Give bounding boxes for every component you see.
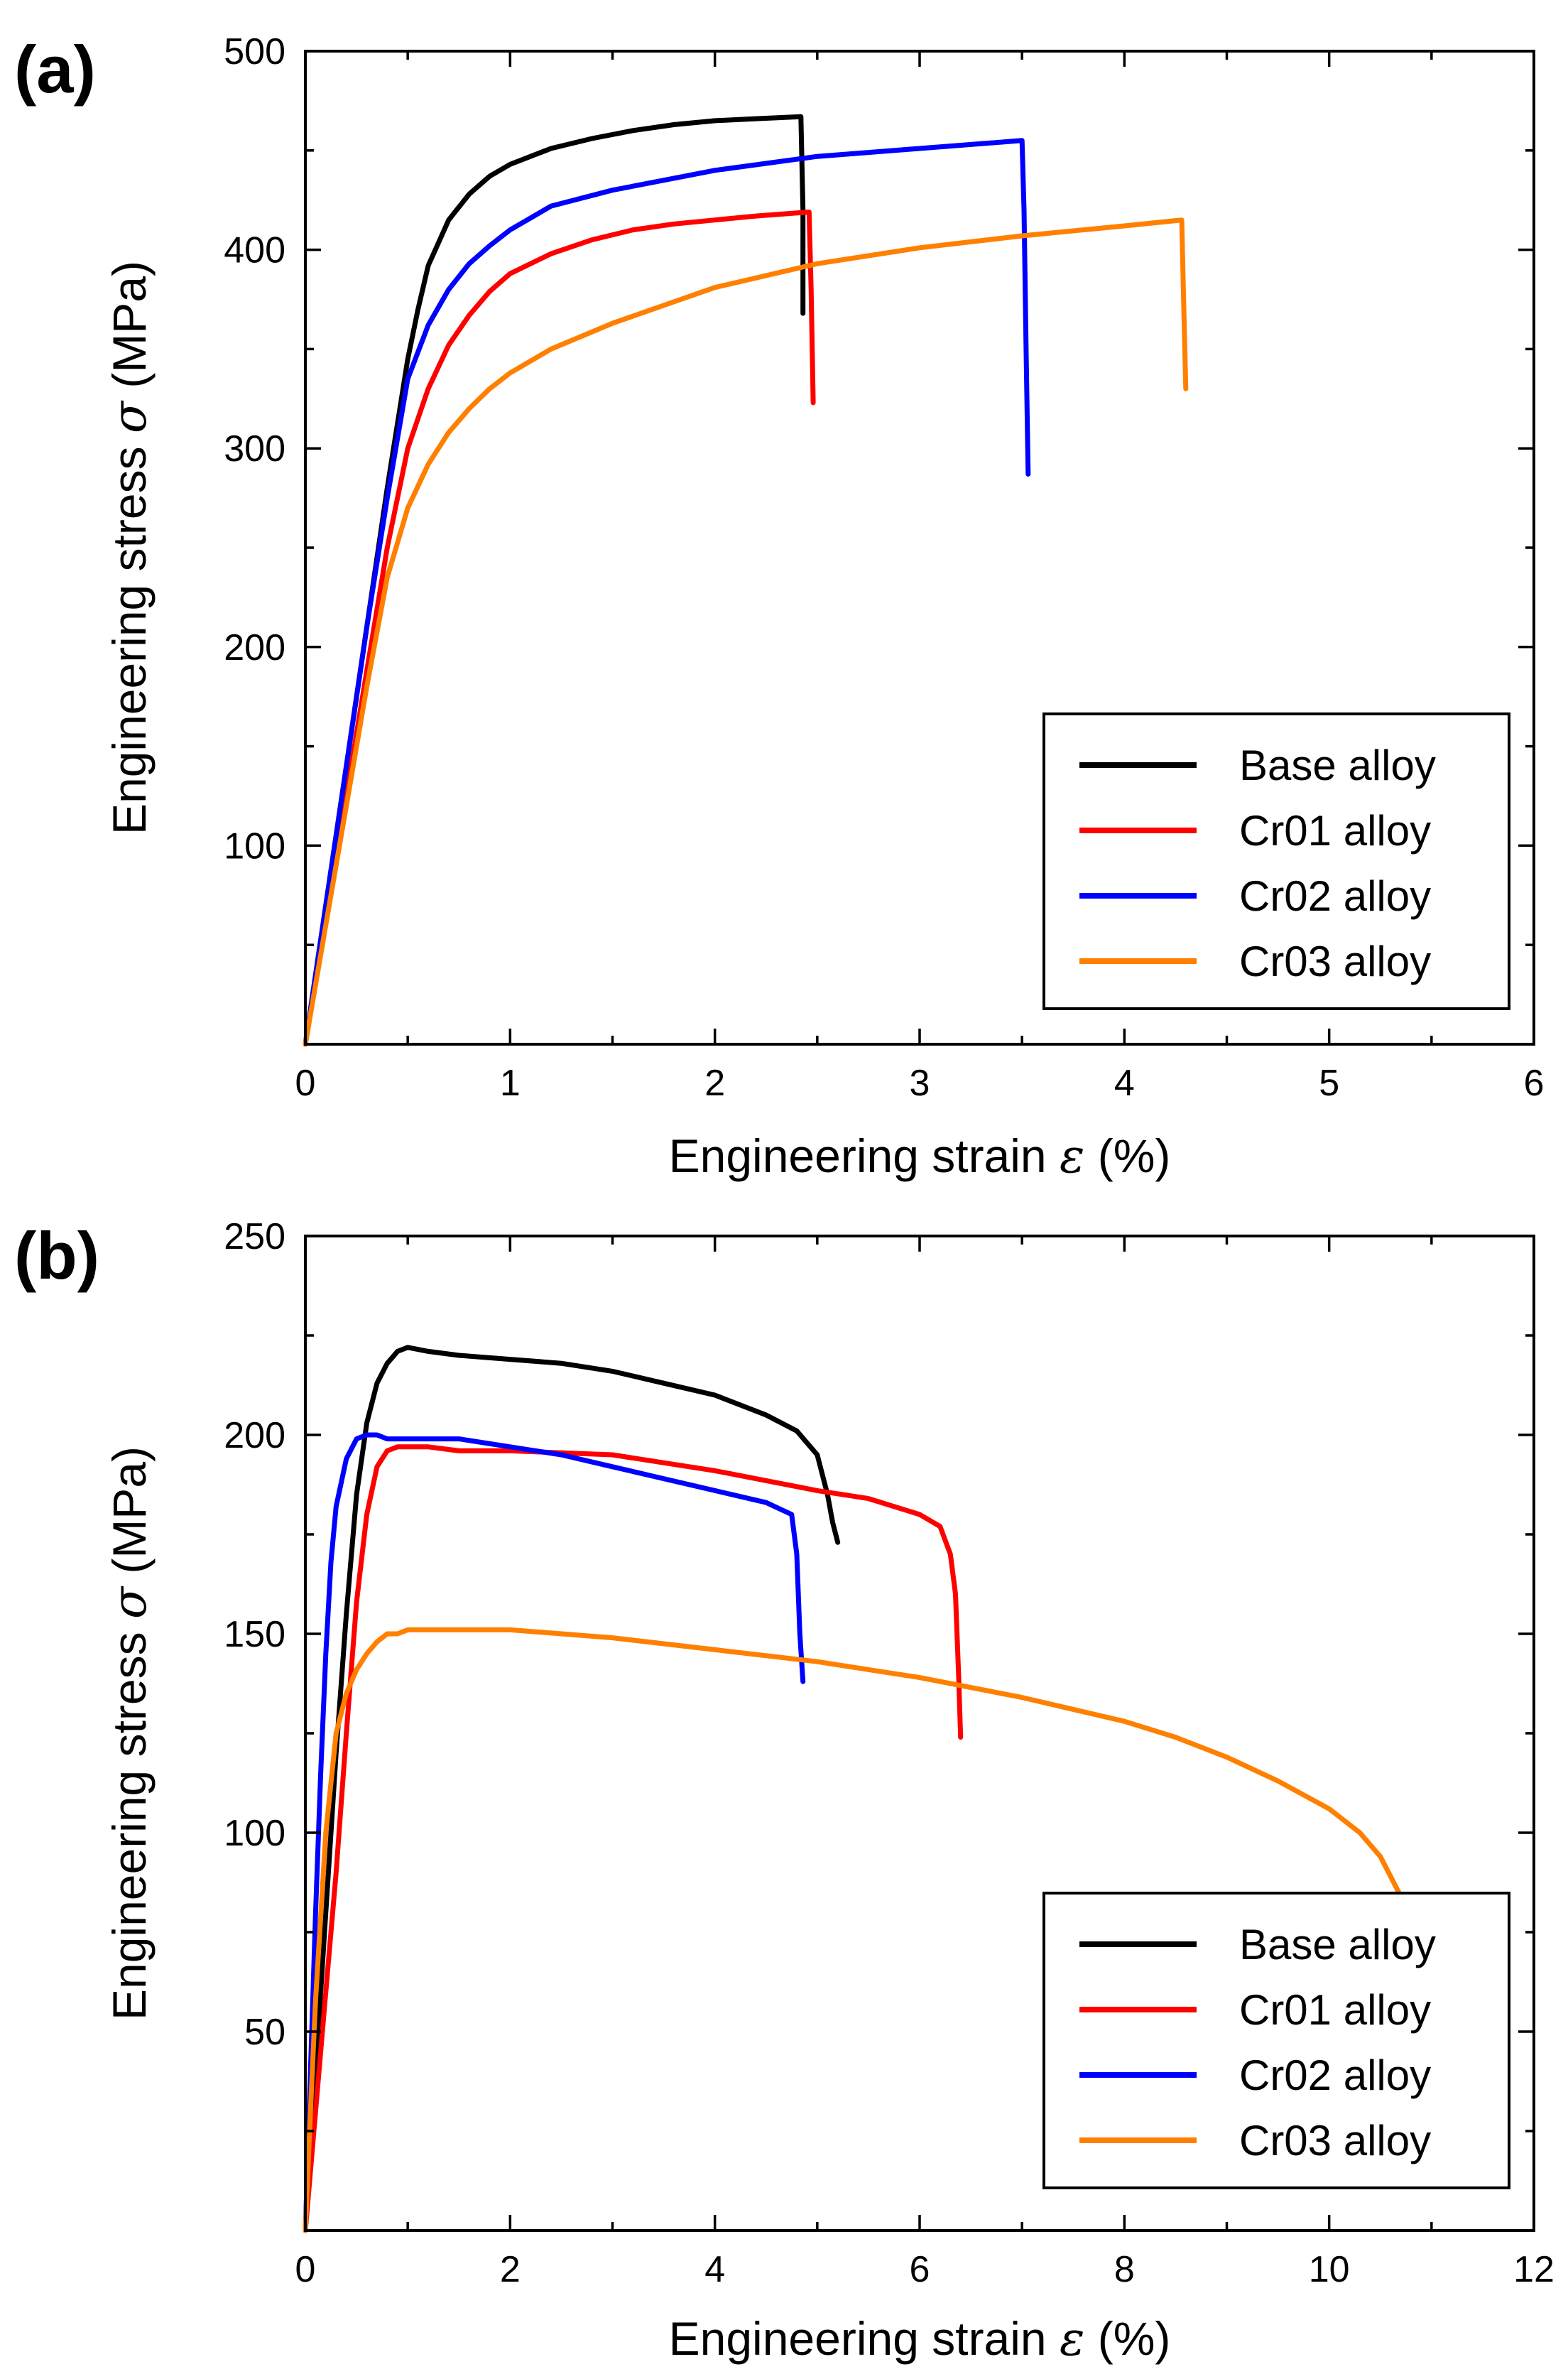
x-axis-title-text: Engineering strain: [669, 2312, 1060, 2365]
x-tick-label: 2: [500, 2249, 521, 2290]
y-tick-label: 200: [224, 1415, 285, 1456]
legend-label: Base alloy: [1239, 1921, 1436, 1968]
y-tick-label: 100: [224, 1813, 285, 1854]
legend-label: Cr02 alloy: [1239, 872, 1431, 920]
x-tick-label: 4: [704, 2249, 725, 2290]
y-axis-unit: (MPa): [103, 1446, 156, 1587]
y-axis-symbol: σ: [102, 400, 157, 433]
y-tick-label: 200: [224, 627, 285, 668]
y-tick-label: 50: [244, 2012, 285, 2053]
series-line-cr02-alloy: [303, 138, 1031, 1047]
x-axis-symbol: ε: [1060, 1129, 1084, 1183]
series-line-cr03-alloy: [303, 217, 1189, 1047]
panel-label: (a): [14, 32, 96, 107]
legend-label: Cr03 alloy: [1239, 938, 1431, 985]
series-line-cr03-alloy: [303, 1627, 1404, 2233]
y-axis-unit: (MPa): [103, 261, 156, 401]
x-tick-label: 10: [1309, 2249, 1350, 2290]
y-tick-label: 300: [224, 428, 285, 470]
series-line-cr01-alloy: [303, 210, 816, 1047]
legend-label: Base alloy: [1239, 742, 1436, 789]
x-tick-label: 5: [1319, 1063, 1339, 1104]
legend: Base alloy Cr01 alloy Cr02 alloy Cr03 alloy: [1042, 1892, 1510, 2189]
x-tick-label: 6: [910, 2249, 930, 2290]
x-axis-title: Engineering strain ε (%): [669, 2311, 1171, 2366]
x-axis-symbol: ε: [1060, 2311, 1084, 2366]
x-tick-label: 4: [1114, 1063, 1135, 1104]
panel-label: (b): [14, 1218, 99, 1293]
x-axis-unit: (%): [1084, 1129, 1170, 1182]
x-axis-title-text: Engineering strain: [669, 1129, 1060, 1182]
y-axis-title-text: Engineering stress: [103, 433, 156, 835]
x-tick-label: 1: [500, 1063, 521, 1104]
x-tick-label: 0: [295, 1063, 316, 1104]
y-tick-label: 100: [224, 825, 285, 867]
legend-label: Cr01 alloy: [1239, 807, 1431, 855]
y-tick-label: 500: [224, 31, 285, 72]
y-tick-label: 400: [224, 230, 285, 271]
y-axis-title-text: Engineering stress: [103, 1619, 156, 2020]
series-line-base-alloy: [303, 1345, 841, 2233]
y-tick-label: 150: [224, 1614, 285, 1655]
x-tick-label: 0: [295, 2249, 316, 2290]
series-group: [303, 1345, 1404, 2233]
legend-label: Cr01 alloy: [1239, 1986, 1431, 2034]
x-axis-unit: (%): [1084, 2312, 1170, 2365]
series-line-cr01-alloy: [303, 1444, 964, 2233]
panel-b: 0 2 4 6 8 10 12 50 100 150 200 250 (b) Engineering st…: [14, 1216, 1555, 2366]
x-tick-label: 2: [704, 1063, 725, 1104]
legend-label: Cr02 alloy: [1239, 2051, 1431, 2099]
x-tick-label: 3: [910, 1063, 930, 1104]
y-axis-title: Engineering stress σ (MPa): [102, 1446, 157, 2020]
x-axis-title: Engineering strain ε (%): [669, 1129, 1171, 1183]
panel-a: 0 1 2 3 4 5 6 100 200 300 400 500 (a) Engineering str…: [14, 31, 1544, 1183]
y-tick-label: 250: [224, 1216, 285, 1257]
series-line-cr02-alloy: [303, 1432, 806, 2233]
series-group: [303, 114, 1189, 1047]
legend: Base alloy Cr01 alloy Cr02 alloy Cr03 alloy: [1042, 712, 1510, 1010]
x-tick-label: 12: [1513, 2249, 1555, 2290]
y-axis-symbol: σ: [102, 1586, 157, 1619]
x-tick-label: 8: [1114, 2249, 1135, 2290]
y-axis-title: Engineering stress σ (MPa): [102, 261, 157, 835]
legend-label: Cr03 alloy: [1239, 2117, 1431, 2164]
x-tick-label: 6: [1524, 1063, 1545, 1104]
